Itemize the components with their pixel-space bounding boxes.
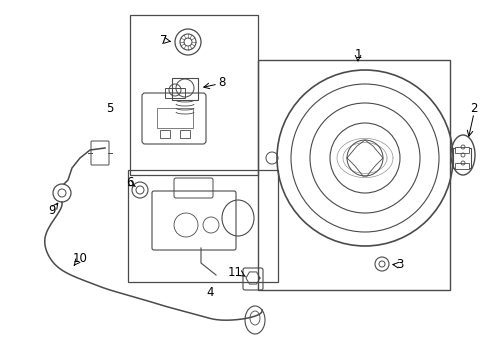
Bar bbox=[455, 147, 469, 153]
Bar bbox=[172, 78, 198, 100]
Bar bbox=[157, 108, 193, 128]
Bar bbox=[160, 130, 170, 138]
Bar bbox=[258, 60, 450, 290]
Bar bbox=[455, 163, 469, 169]
Bar bbox=[180, 130, 190, 138]
Bar bbox=[165, 88, 185, 98]
Text: 8: 8 bbox=[219, 76, 226, 89]
Text: 2: 2 bbox=[470, 102, 478, 114]
Text: 6: 6 bbox=[126, 175, 134, 189]
Bar bbox=[130, 15, 258, 175]
Text: 4: 4 bbox=[206, 285, 214, 298]
Text: 5: 5 bbox=[106, 102, 114, 114]
Text: 1: 1 bbox=[354, 49, 362, 62]
Bar bbox=[128, 170, 278, 282]
Text: 3: 3 bbox=[396, 258, 404, 271]
Text: 7: 7 bbox=[160, 33, 168, 46]
Text: 10: 10 bbox=[73, 252, 87, 265]
Bar bbox=[453, 148, 471, 168]
Text: 11: 11 bbox=[227, 266, 243, 279]
Text: 9: 9 bbox=[48, 203, 56, 216]
